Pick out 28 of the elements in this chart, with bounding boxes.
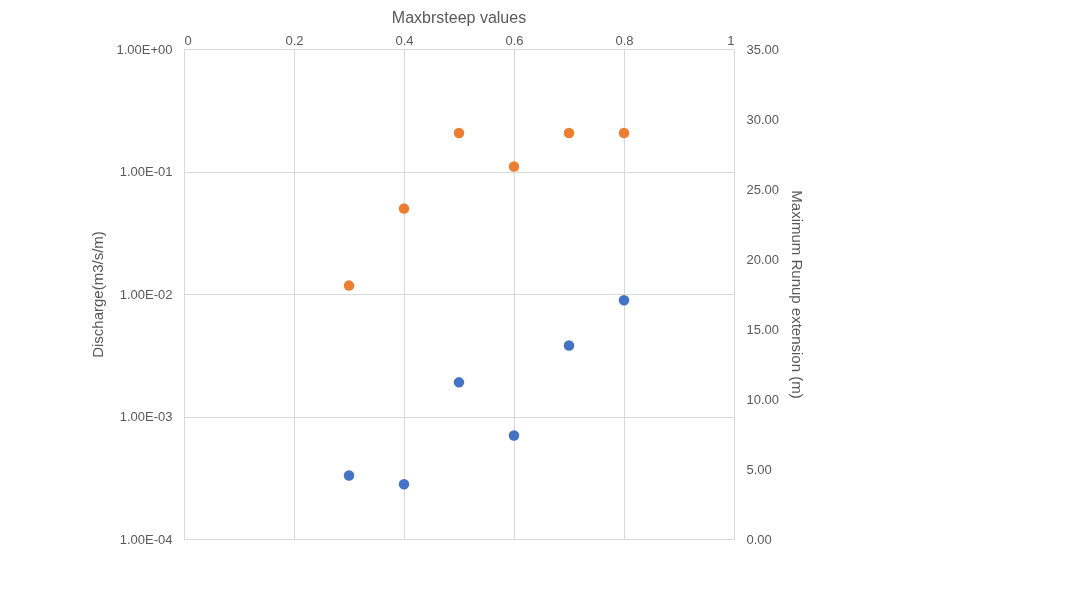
y-tick-label: 1.00E-02 <box>119 286 173 302</box>
x-tick-label: 0.4 <box>395 32 414 48</box>
chart-title: Maxbrsteep values <box>391 9 527 26</box>
x-tick-label: 0.8 <box>615 32 634 48</box>
y-tick-label: 1.00E-03 <box>119 409 173 424</box>
y2-tick-label: 0.00 <box>746 531 772 547</box>
y-tick-label: 1.00E+00 <box>116 41 173 57</box>
y-tick-label: 1.00E-04 <box>119 531 173 547</box>
y2-tick-label: 35.00 <box>746 41 780 57</box>
point <box>398 478 410 490</box>
y2-tick-label: 25.00 <box>746 181 780 197</box>
x-tick-label: 0 <box>184 32 192 48</box>
y-tick-label: 1.00E-01 <box>119 164 173 179</box>
x-tick-label: 0.6 <box>505 32 524 48</box>
point <box>563 340 575 351</box>
point <box>618 294 630 306</box>
y2-tick-label: 5.00 <box>746 461 772 477</box>
point <box>453 377 465 388</box>
y2-tick-label: 20.00 <box>746 251 780 267</box>
x-tick-label: 0.2 <box>285 32 304 48</box>
point <box>343 470 355 481</box>
y2-tick-label: 15.00 <box>746 321 780 337</box>
x-tick-label: 1 <box>727 32 735 48</box>
y2-axis-title: Maximum Runup extension (m) <box>789 190 807 399</box>
y2-tick-label: 10.00 <box>746 391 780 407</box>
point <box>508 430 520 441</box>
y-axis-title: Discharge(m3/s/m) <box>89 231 107 358</box>
y2-tick-label: 30.00 <box>746 111 780 127</box>
